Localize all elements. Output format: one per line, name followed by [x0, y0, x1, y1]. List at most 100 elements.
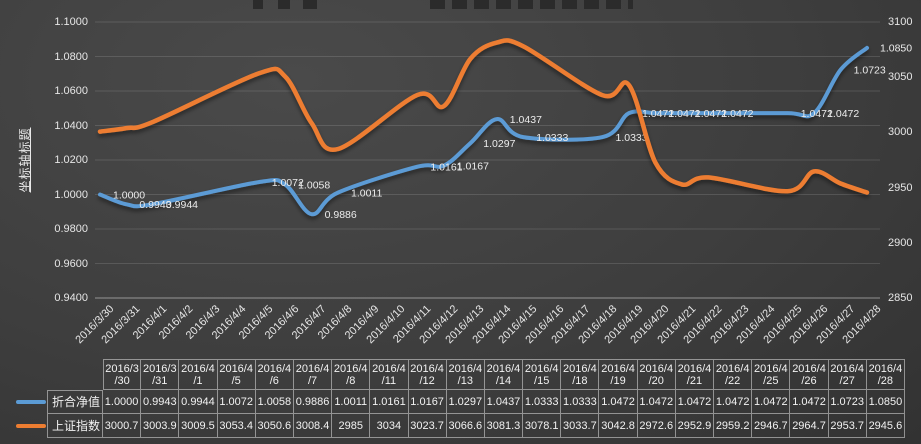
table-header-date: 2016/4/21: [675, 359, 715, 390]
table-header-date: 2016/4/26: [790, 359, 829, 390]
series-name: 上证指数: [52, 418, 101, 433]
table-header-date: 2016/4/15: [523, 359, 562, 390]
legend-item-nav: 折合净值: [16, 390, 103, 414]
table-value: 1.0472: [714, 390, 753, 414]
table-value: 2964.7: [790, 414, 829, 438]
table-header-date: 2016/4/11: [370, 359, 409, 390]
table-value: 3066.6: [446, 414, 485, 438]
data-label: 1.0472: [827, 108, 859, 120]
table-value: 2953.7: [828, 414, 867, 438]
table-header-date: 2016/4/20: [637, 359, 676, 390]
table-value: 0.9943: [141, 390, 180, 414]
left-axis-tick: 1.0000: [54, 188, 88, 201]
chart-title-fragment: [278, 0, 290, 9]
series-name: 折合净值: [52, 395, 101, 409]
table-header-date: 2016/4/27: [828, 359, 867, 390]
table-header-date: 2016/4/25: [752, 359, 791, 390]
right-axis-tick: 3000: [888, 126, 913, 139]
left-axis-tick: 0.9800: [54, 223, 88, 235]
table-value: 2959.2: [714, 414, 753, 438]
left-axis-tick: 1.0800: [54, 50, 88, 63]
table-value: 3050.6: [255, 414, 294, 438]
table-header-date: 2016/4/1: [179, 359, 218, 390]
table-value: 1.0437: [484, 390, 524, 414]
legend-key-line: [16, 400, 46, 404]
table-header-date: 2016/4/5: [217, 359, 256, 390]
table-header-date: 2016/4/14: [484, 359, 524, 390]
table-value: 1.0011: [332, 390, 371, 414]
left-axis-tick: 0.9600: [54, 257, 88, 270]
chart-title-fragment: [253, 0, 263, 9]
table-value: 3053.4: [217, 414, 256, 438]
data-label: 1.0011: [351, 187, 382, 199]
left-axis-tick: 1.0600: [54, 85, 88, 97]
table-value: 1.0472: [637, 390, 676, 414]
table-value: 2985: [332, 414, 371, 438]
table-value: 1.0072: [217, 390, 256, 414]
right-axis-tick: 3050: [888, 71, 913, 84]
data-label: 1.0058: [298, 179, 330, 191]
table-header-date: 2016/4/28: [866, 359, 905, 390]
table-value: 1.0333: [523, 390, 562, 414]
table-header-date: 2016/4/12: [408, 359, 447, 390]
table-header-date: 2016/4/13: [446, 359, 485, 390]
chart-title-fragment: [430, 0, 633, 9]
data-label: 1.0167: [457, 160, 489, 172]
table-header-date: 2016/3/31: [141, 359, 180, 390]
data-label: 0.9886: [325, 209, 357, 221]
table-value: 1.0472: [790, 390, 829, 414]
data-label: 1.0723: [854, 65, 886, 77]
table-header-date: 2016/4/18: [561, 359, 600, 390]
table-value: 1.0472: [675, 390, 715, 414]
series-line-index[interactable]: [97, 38, 870, 195]
table-value: 1.0058: [255, 390, 294, 414]
left-axis-tick: 1.0200: [54, 154, 88, 166]
data-label: 1.0297: [483, 138, 515, 150]
table-value: 1.0297: [446, 390, 485, 414]
table-value: 1.0333: [561, 390, 600, 414]
data-label: 1.0333: [616, 132, 648, 144]
table-value: 1.0472: [599, 390, 638, 414]
table-value: 2972.6: [637, 414, 676, 438]
table-header-date: 2016/3/30: [103, 359, 142, 390]
data-label: 1.0437: [510, 114, 542, 126]
table-value: 3003.9: [141, 414, 180, 438]
table-header-date: 2016/4/8: [332, 359, 371, 390]
table-value: 3009.5: [179, 414, 218, 438]
table-value: 3008.4: [293, 414, 333, 438]
chart-data-table: 2016/3/30 2016/3/31 2016/4/1 2016/4/5 2016/4…: [16, 359, 905, 438]
right-axis-tick: 2950: [888, 181, 913, 194]
legend-item-index: 上证指数: [16, 414, 103, 438]
table-value: 3081.3: [484, 414, 524, 438]
table-value: 0.9886: [293, 390, 333, 414]
data-label: 1.0850: [880, 43, 912, 55]
data-label: 1.0000: [113, 189, 145, 201]
legend-key-line: [16, 423, 46, 428]
right-axis-tick: 2850: [888, 292, 913, 304]
chart-title-fragment: [303, 0, 317, 9]
table-value: 2952.9: [675, 414, 715, 438]
table-value: 1.0000: [103, 390, 142, 414]
y-axis-title: 坐标轴标题: [18, 127, 32, 193]
table-value: 3000.7: [103, 414, 142, 438]
table-value: 1.0161: [370, 390, 409, 414]
right-axis-tick: 2900: [888, 236, 913, 249]
table-header-date: 2016/4/6: [255, 359, 294, 390]
table-header-date: 2016/4/7: [293, 359, 333, 390]
table-value: 1.0472: [752, 390, 791, 414]
left-axis-tick: 1.1000: [54, 16, 88, 28]
table-value: 1.0723: [828, 390, 867, 414]
right-axis-tick: 3100: [888, 16, 913, 28]
table-value: 2945.6: [866, 414, 905, 438]
table-value: 2946.7: [752, 414, 791, 438]
table-value: 1.0850: [866, 390, 905, 414]
series-line-nav[interactable]: [98, 45, 869, 217]
table-header-date: 2016/4/22: [714, 359, 753, 390]
table-value: 3023.7: [408, 414, 447, 438]
table-value: 0.9944: [179, 390, 218, 414]
table-value: 3034: [370, 414, 409, 438]
table-value: 3042.8: [599, 414, 638, 438]
left-axis-tick: 1.0400: [54, 119, 88, 132]
table-value: 1.0167: [408, 390, 447, 414]
